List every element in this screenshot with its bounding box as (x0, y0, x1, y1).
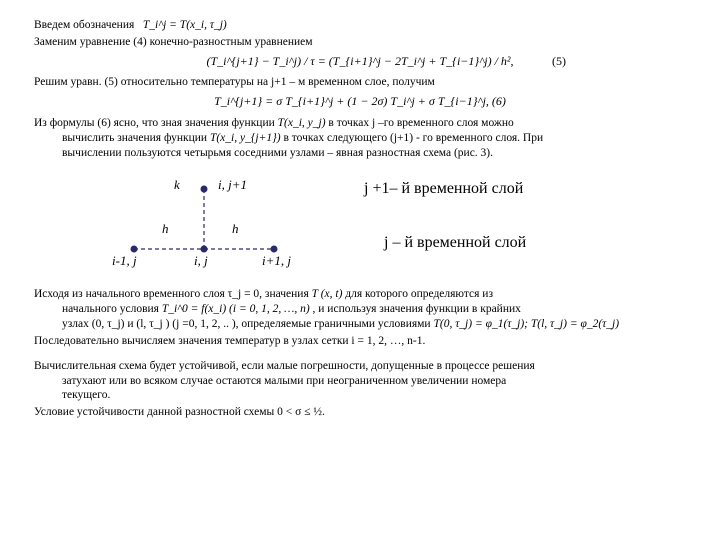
p5-bc: T(0, τ_j) = φ_1(τ_j); T(l, τ_j) = φ_2(τ_… (433, 318, 619, 330)
p4-func2: T(x_i, y_{j+1}) (210, 132, 281, 144)
stencil-label-bl: i-1, j (112, 253, 137, 270)
p5-func: T (x, t) (312, 288, 343, 300)
p4: Из формулы (6) ясно, что зная значения ф… (34, 116, 686, 161)
stencil-layer-top-label: j +1– й временной слой (364, 179, 523, 200)
p4c: вычислить значения функции (34, 132, 210, 144)
p4d: в точках следующего (j+1) - го временног… (283, 132, 543, 144)
p7a: Вычислительная схема будет устойчивой, е… (34, 360, 535, 372)
eq5-body: (T_i^{j+1} − T_i^j) / τ = (T_{i+1}^j − 2… (206, 54, 513, 68)
stencil-label-top: i, j+1 (218, 177, 247, 194)
p5c: начального условия (34, 303, 162, 315)
eq5: (T_i^{j+1} − T_i^j) / τ = (T_{i+1}^j − 2… (34, 54, 686, 70)
p6: Последовательно вычисляем значения темпе… (34, 334, 686, 349)
p7c: текущего. (34, 389, 110, 401)
stencil-label-k: k (174, 177, 180, 194)
stencil-label-br: i+1, j (262, 253, 291, 270)
p1: Введем обозначения T_i^j = T(x_i, τ_j) (34, 18, 686, 33)
p7: Вычислительная схема будет устойчивой, е… (34, 359, 686, 404)
p5a: Исходя из начального временного слоя τ_j… (34, 288, 312, 300)
eq6: T_i^{j+1} = σ T_{i+1}^j + (1 − 2σ) T_i^j… (34, 94, 686, 110)
p8: Условие устойчивости данной разностной с… (34, 405, 686, 420)
stencil-label-h-right: h (232, 221, 239, 238)
eq5-num: (5) (552, 54, 566, 70)
p7b: затухают или во всяком случае остаются м… (34, 375, 506, 387)
p5d: , и используя значения функции в крайних (313, 303, 521, 315)
p5: Исходя из начального временного слоя τ_j… (34, 287, 686, 332)
p4a: Из формулы (6) ясно, что зная значения ф… (34, 117, 278, 129)
stencil-label-h-left: h (162, 221, 169, 238)
p5e: узлах (0, τ_j) и (l, τ_j ) (j =0, 1, 2, … (34, 318, 433, 330)
stencil-figure: k i, j+1 h h i-1, j i, j i+1, j j +1– й … (34, 175, 686, 273)
p3: Решим уравн. (5) относительно температур… (34, 75, 686, 90)
p1-formula: T_i^j = T(x_i, τ_j) (143, 19, 227, 31)
p5-ic: T_i^0 = f(x_i) (i = 0, 1, 2, …, n) (162, 303, 310, 315)
p4b: в точках j –го временного слоя можно (328, 117, 513, 129)
p5b: для которого определяются из (345, 288, 493, 300)
p4-func1: T(x_i, y_j) (278, 117, 326, 129)
p1-text: Введем обозначения (34, 19, 134, 31)
stencil-layer-bottom-label: j – й временной слой (384, 233, 526, 254)
p4e: вычислении пользуются четырьмя соседними… (34, 147, 493, 159)
stencil-label-bm: i, j (194, 253, 208, 270)
page-root: Введем обозначения T_i^j = T(x_i, τ_j) З… (0, 0, 720, 540)
p2: Заменим уравнение (4) конечно-разностным… (34, 35, 686, 50)
